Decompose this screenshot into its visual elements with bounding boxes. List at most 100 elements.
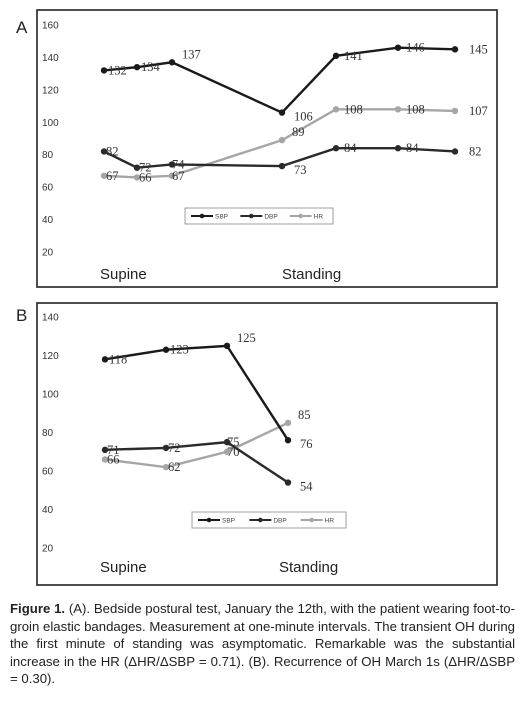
data-label-sbp: 146 (406, 41, 425, 55)
point-dbp (100, 148, 108, 155)
data-label-sbp: 118 (109, 352, 127, 366)
data-label-dbp: 73 (294, 163, 307, 177)
data-label-hr: 66 (107, 452, 120, 466)
data-label-dbp: 72 (139, 161, 152, 175)
data-label-sbp: 134 (141, 60, 161, 74)
point-sbp (133, 63, 141, 71)
point-sbp (100, 67, 108, 74)
caption-label: Figure 1. (10, 601, 66, 616)
chart-a: 20 40 60 80 100 120 140 160 Supine Standing 67 66 67… (36, 9, 498, 288)
point-dbp (451, 148, 459, 155)
data-label-sbp: 123 (170, 343, 189, 357)
panel-b-letter: B (16, 306, 28, 325)
point-hr (394, 106, 402, 113)
legend-marker (199, 213, 205, 219)
point-dbp (394, 145, 402, 152)
legend-entry: HR (314, 214, 324, 221)
caption-text: (A). Bedside postural test, January the … (10, 601, 515, 686)
point-sbp (284, 437, 292, 444)
y-tick-label: 120 (42, 85, 59, 96)
point-hr (278, 136, 286, 144)
data-label-hr: 89 (292, 125, 305, 139)
legend-entry: HR (325, 518, 335, 525)
y-tick-label: 140 (42, 313, 59, 324)
point-dbp (133, 164, 141, 171)
data-label-sbp: 132 (108, 63, 127, 77)
point-hr (100, 172, 108, 179)
data-label-dbp: 71 (107, 443, 120, 457)
point-sbp (394, 44, 402, 51)
y-tick-label: 80 (42, 428, 54, 439)
point-sbp (168, 59, 176, 66)
y-tick-label: 60 (42, 467, 54, 478)
data-label-dbp: 54 (300, 480, 313, 494)
series-line-hr (104, 421, 289, 469)
data-label-dbp: 75 (227, 435, 240, 449)
x-axis-label: Standing (282, 266, 341, 283)
y-tick-label: 120 (42, 351, 59, 362)
point-sbp (278, 109, 286, 116)
x-axis-label: Supine (100, 266, 147, 283)
point-hr (332, 106, 340, 113)
data-label-hr: 107 (469, 104, 488, 118)
legend-entry: SBP (215, 214, 228, 221)
y-tick-label: 140 (42, 53, 59, 64)
data-label-sbp: 137 (182, 47, 201, 61)
data-label-hr: 108 (406, 102, 425, 116)
data-label-dbp: 74 (172, 157, 185, 171)
series-line-sbp (104, 344, 290, 441)
legend-entry: DBP (273, 518, 286, 525)
point-dbp (332, 145, 340, 152)
y-tick-label: 60 (42, 183, 54, 194)
data-label-dbp: 82 (106, 144, 119, 158)
panel-a-letter: A (16, 18, 28, 37)
point-sbp (223, 342, 231, 350)
plot-frame (36, 302, 498, 586)
y-tick-label: 100 (42, 390, 59, 401)
point-dbp (162, 444, 170, 452)
data-label-sbp: 141 (344, 49, 363, 63)
y-tick-label: 40 (42, 505, 54, 516)
legend-marker (206, 517, 212, 523)
y-tick-label: 40 (42, 215, 54, 226)
point-hr (451, 107, 459, 115)
legend-marker (258, 517, 263, 523)
point-dbp (101, 446, 109, 454)
legend-entry: SBP (222, 518, 235, 525)
series-line-sbp (103, 46, 456, 115)
legend-marker (249, 213, 254, 219)
point-dbp (168, 161, 176, 168)
point-sbp (162, 346, 170, 353)
legend-marker (298, 213, 303, 219)
point-hr (133, 174, 141, 181)
y-tick-label: 80 (42, 150, 54, 161)
data-label-hr: 66 (139, 170, 152, 184)
point-sbp (332, 52, 340, 60)
y-tick-label: 20 (42, 544, 54, 555)
data-label-dbp: 72 (168, 441, 181, 455)
point-dbp (278, 162, 286, 170)
data-label-hr: 67 (172, 169, 185, 183)
point-hr (284, 419, 292, 427)
series-line-dbp (104, 440, 289, 484)
x-axis-label: Supine (100, 559, 147, 576)
data-label-hr: 85 (298, 408, 311, 422)
y-tick-label: 100 (42, 118, 59, 129)
legend-entry: DBP (264, 214, 277, 221)
figure-caption: Figure 1. (A). Bedside postural test, Ja… (10, 600, 515, 688)
point-dbp (284, 479, 292, 486)
data-label-dbp: 82 (469, 144, 482, 158)
y-tick-label: 160 (42, 21, 59, 32)
data-label-sbp: 106 (294, 110, 313, 124)
plot-frame (36, 9, 498, 288)
data-label-sbp: 125 (237, 331, 256, 345)
y-tick-label: 20 (42, 248, 54, 259)
point-dbp (223, 438, 231, 446)
data-label-dbp: 84 (406, 141, 419, 155)
point-hr (101, 456, 109, 463)
legend-marker (309, 517, 314, 523)
point-sbp (451, 46, 459, 53)
point-hr (223, 448, 231, 455)
point-sbp (101, 356, 109, 363)
